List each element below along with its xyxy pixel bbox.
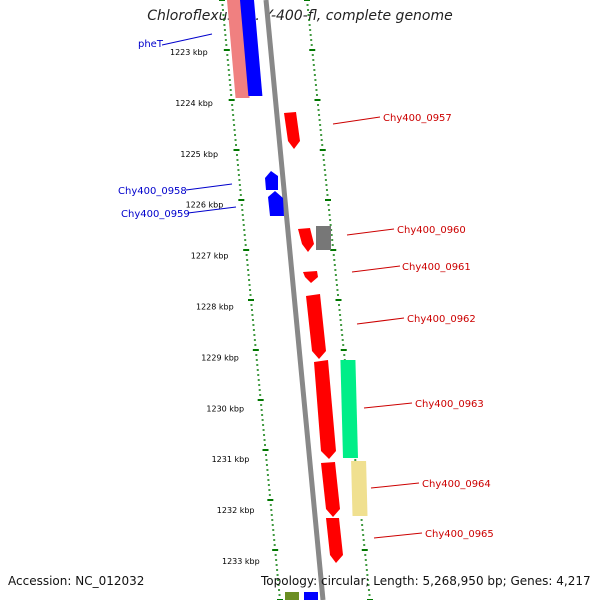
gene-block-pink[interactable] [227,0,250,98]
reverse-strand-track [227,0,284,216]
gene-arrow-chy400-0959[interactable] [268,191,284,216]
gene-labels: pheT Chy400_0957 Chy400_0958 Chy400_0959… [118,39,494,540]
gene-label-chy400-0964[interactable]: Chy400_0964 [422,479,491,490]
gene-arrow-chy400-0962[interactable] [306,294,326,359]
gene-label-chy400-0958[interactable]: Chy400_0958 [118,186,187,197]
label-leader-lines [161,33,423,539]
genome-backbone [263,0,326,600]
accession-text: Accession: NC_012032 [8,574,145,588]
gene-arrow-chy400-0961[interactable] [303,271,318,283]
kbp-tick-label: 1231 kbp [212,455,250,464]
kbp-tick-label: 1224 kbp [175,99,213,108]
gene-arrow-chy400-0957[interactable] [284,112,300,149]
gene-label-chy400-0962[interactable]: Chy400_0962 [407,314,476,325]
kbp-tick-label: 1226 kbp [186,201,224,210]
gene-arrow-chy400-0965[interactable] [326,518,343,563]
gene-arrow-chy400-0964[interactable] [321,462,340,517]
gene-label-chy400-0961[interactable]: Chy400_0961 [402,262,471,273]
gene-arrow-chy400-0960-fwd[interactable] [298,228,314,252]
gene-block-phet[interactable] [240,0,263,96]
gene-label-chy400-0957[interactable]: Chy400_0957 [383,113,452,124]
gene-block-chy400-0964[interactable] [351,461,368,516]
gene-block-chy400-0960[interactable] [316,226,331,250]
kbp-tick-label: 1228 kbp [196,303,234,312]
gene-label-chy400-0965[interactable]: Chy400_0965 [425,529,494,540]
forward-strand-track [284,112,368,563]
kbp-tick-label: 1233 kbp [222,557,260,566]
gene-block-chy400-0963-rna[interactable] [340,360,358,458]
gene-arrow-chy400-0963[interactable] [314,360,336,459]
kbp-tick-label: 1232 kbp [217,506,255,515]
gene-label-chy400-0960[interactable]: Chy400_0960 [397,225,466,236]
kbp-tick-track [219,0,283,600]
kbp-tick-label: 1223 kbp [170,48,208,57]
kbp-tick-label: 1230 kbp [206,404,244,413]
gene-block-bottom-olive[interactable] [285,592,299,600]
kbp-tick-label: 1227 kbp [191,252,229,261]
gene-label-chy400-0963[interactable]: Chy400_0963 [415,399,484,410]
kbp-tick-label: 1229 kbp [201,353,239,362]
genome-summary-text: Topology: circular; Length: 5,268,950 bp… [261,574,591,588]
kbp-labels: 1223 kbp 1224 kbp 1225 kbp 1226 kbp 1227 kbp… [170,48,260,566]
gene-label-chy400-0959[interactable]: Chy400_0959 [121,209,190,220]
gene-block-bottom-blue[interactable] [304,592,318,600]
gene-arrow-chy400-0958[interactable] [265,171,278,190]
kbp-tick-label: 1225 kbp [180,150,218,159]
gene-label-phet[interactable]: pheT [138,39,164,50]
